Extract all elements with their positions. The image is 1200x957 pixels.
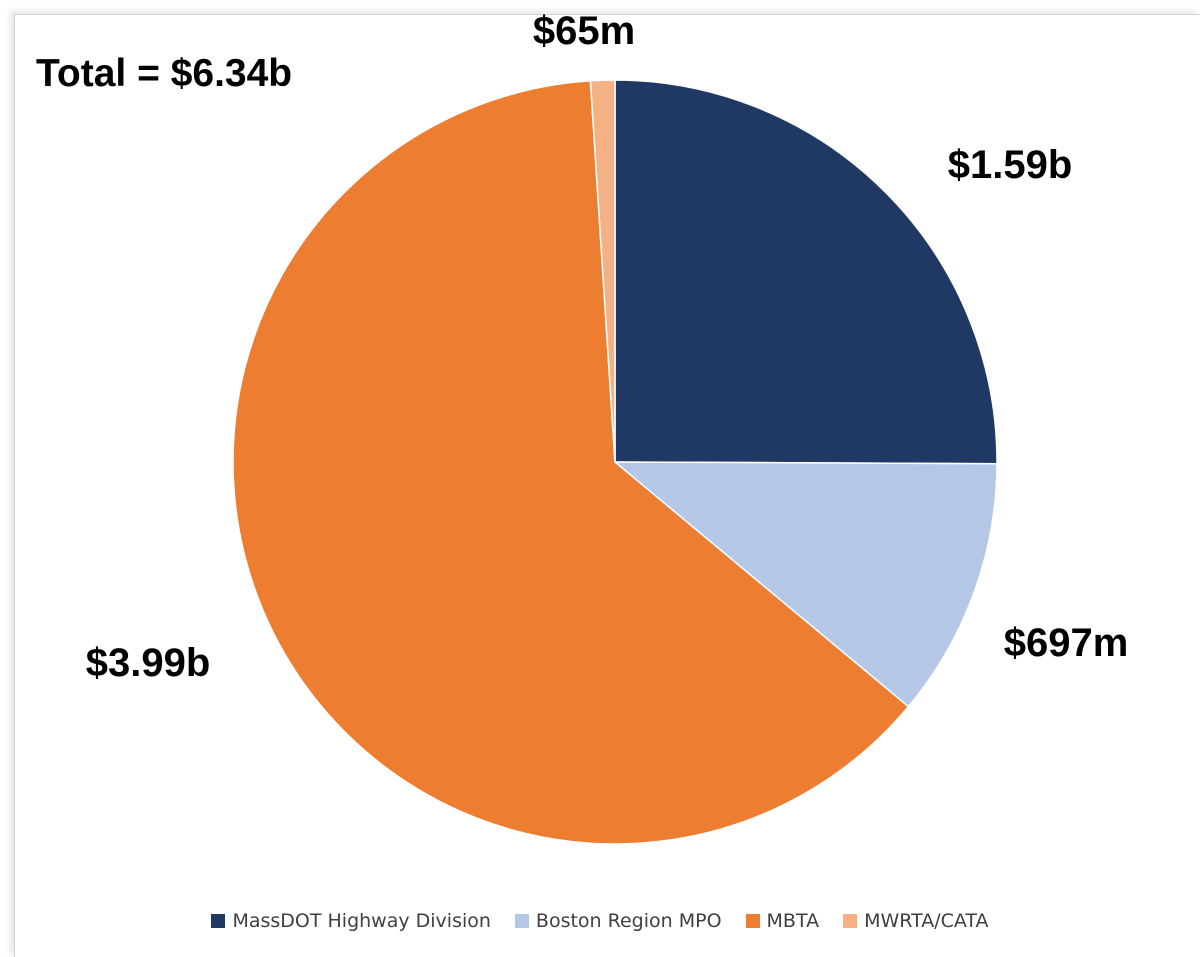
pie-slice-mbta — [232, 79, 910, 845]
legend-swatch — [745, 914, 760, 928]
total-label: Total = $6.34b — [36, 52, 292, 95]
legend-item-massdot-highway-division: MassDOT Highway Division — [211, 910, 491, 932]
legend-label: MWRTA/CATA — [864, 910, 989, 932]
pie-chart: Total = $6.34b $1.59b $697m $3.99b $65m — [36, 9, 1129, 845]
legend-item-mbta: MBTA — [745, 910, 820, 932]
legend: MassDOT Highway Division Boston Region MP… — [0, 906, 1200, 936]
data-label-mbta: $3.99b — [86, 641, 211, 685]
pie-slice-massdot-highway-division — [614, 79, 998, 465]
legend-label: MassDOT Highway Division — [232, 910, 491, 932]
data-label-mwrta-cata: $65m — [533, 9, 635, 53]
legend-swatch — [211, 914, 226, 928]
pie-slices — [232, 79, 998, 845]
legend-item-mwrta-cata: MWRTA/CATA — [843, 910, 989, 932]
data-labels: $1.59b $697m $3.99b $65m — [86, 9, 1129, 685]
data-label-boston-region-mpo: $697m — [1004, 621, 1129, 665]
pie-slice-mwrta-cata — [589, 79, 616, 463]
legend-swatch — [843, 914, 858, 928]
pie-slice-boston-region-mpo — [612, 461, 998, 708]
legend-label: Boston Region MPO — [535, 910, 722, 932]
data-label-massdot-highway-division: $1.59b — [948, 143, 1073, 187]
legend-label: MBTA — [766, 910, 820, 932]
legend-swatch — [514, 914, 529, 928]
legend-item-boston-region-mpo: Boston Region MPO — [514, 910, 722, 932]
